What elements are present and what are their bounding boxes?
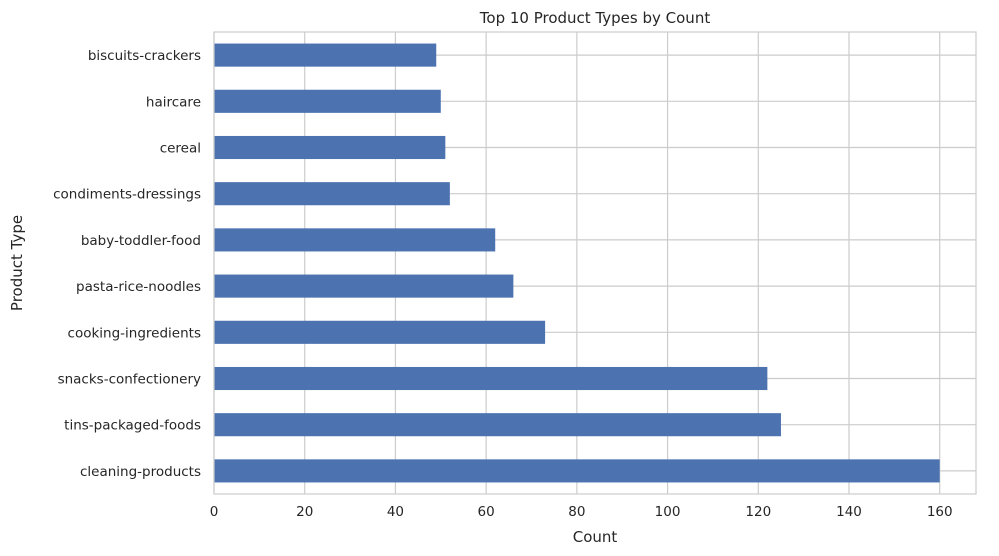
bar-cleaning-products	[214, 459, 940, 483]
bar-cereal	[214, 135, 446, 160]
x-tick-label: 40	[387, 504, 404, 520]
y-tick-label: pasta-rice-noodles	[76, 279, 201, 295]
x-tick-labels: 0 20 40 60 80 100 120 140 160	[210, 504, 953, 520]
y-tick-label: snacks-confectionery	[58, 372, 201, 388]
y-tick-label: tins-packaged-foods	[64, 418, 201, 434]
bar-tins-packaged-foods	[214, 413, 781, 437]
y-tick-label: baby-toddler-food	[81, 233, 201, 249]
y-tick-label: cooking-ingredients	[68, 325, 201, 341]
bar-baby-toddler-food	[214, 228, 496, 252]
x-tick-label: 80	[568, 504, 585, 520]
bar-snacks-confectionery	[214, 366, 768, 391]
chart-title: Top 10 Product Types by Count	[479, 9, 711, 27]
bar-condiments-dressings	[214, 182, 450, 206]
x-tick-label: 60	[478, 504, 495, 520]
y-tick-label: haircare	[146, 94, 201, 110]
bar-cooking-ingredients	[214, 320, 546, 344]
x-tick-label: 120	[745, 504, 771, 520]
bars	[214, 43, 940, 483]
bar-biscuits-crackers	[214, 43, 437, 67]
y-tick-label: cereal	[160, 141, 201, 157]
y-tick-label: cleaning-products	[80, 464, 201, 480]
bar-pasta-rice-noodles	[214, 274, 514, 298]
plot-frame	[213, 31, 977, 495]
x-axis-label: Count	[573, 528, 618, 546]
x-tick-label: 140	[836, 504, 862, 520]
bar-haircare	[214, 89, 441, 113]
y-tick-label: biscuits-crackers	[88, 48, 201, 64]
y-tick-label: condiments-dressings	[53, 187, 201, 203]
x-tick-label: 0	[210, 504, 219, 520]
y-axis-label: Product Type	[8, 215, 26, 311]
y-tick-labels: cleaning-products tins-packaged-foods snac…	[53, 48, 201, 480]
x-tick-label: 20	[296, 504, 313, 520]
x-tick-label: 100	[655, 504, 681, 520]
x-tick-label: 160	[927, 504, 953, 520]
